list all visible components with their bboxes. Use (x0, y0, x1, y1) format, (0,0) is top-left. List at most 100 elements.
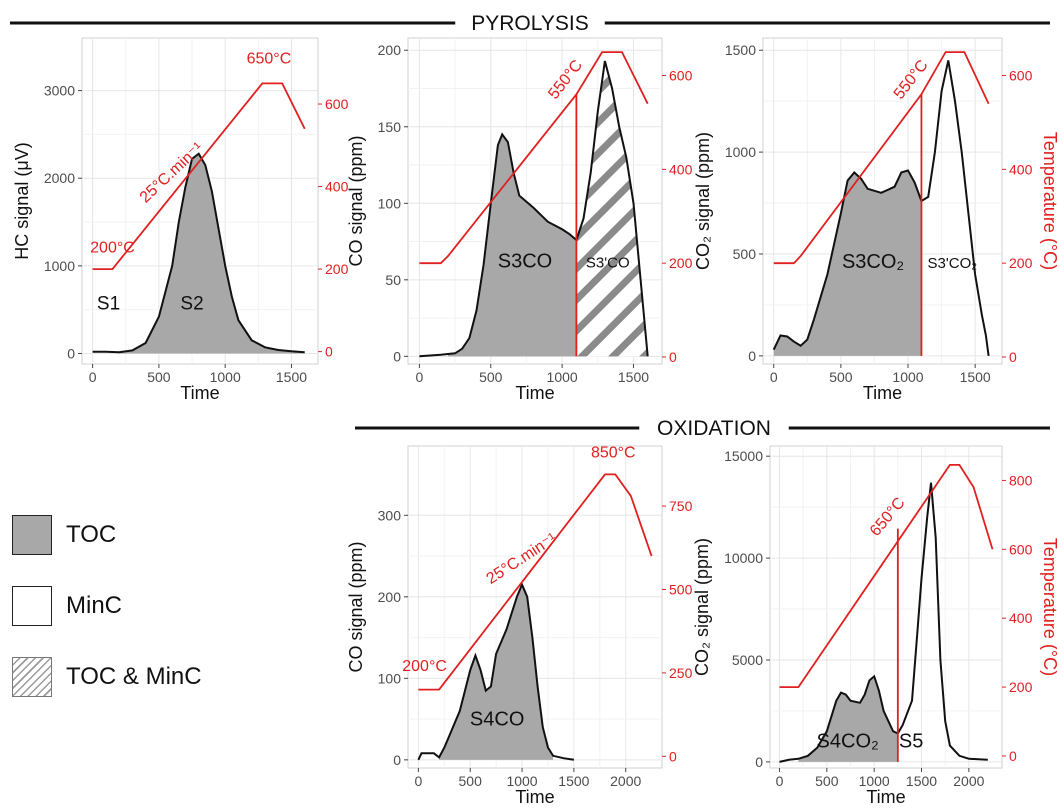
y-axis-label: CO signal (ppm) (346, 541, 366, 672)
chart-panel-1: 0 50 100 150 200 0 200 400 600 0 500 1000 1500 Time CO… (346, 37, 693, 403)
x-tick-label-0: 0 (416, 369, 424, 385)
y2-axis-label: Temperature (°C) (1040, 132, 1057, 270)
legend-item-toc: TOC (12, 515, 312, 557)
y2-tick-label-3: 600 (669, 68, 693, 84)
peak-label-0: S1 (97, 294, 120, 315)
y2-tick-label-2: 400 (1009, 161, 1033, 177)
y2-tick-label-0: 0 (1009, 349, 1017, 365)
y2-tick-label-2: 500 (669, 581, 693, 597)
signal-line (772, 60, 990, 357)
x-tick-label-0: 0 (89, 369, 97, 385)
peak-label-0: S4CO (470, 709, 524, 731)
peak-label-1: S2 (180, 294, 203, 315)
legend-swatch-minc (12, 586, 52, 626)
temperature-label-1: 650°C (247, 51, 292, 68)
peak-label-1: S3'CO₂ (928, 255, 978, 272)
chart-panel-0: 0 1000 2000 3000 0 200 400 600 0 500 1000 1500 Time H… (12, 37, 349, 403)
y-tick-label-3: 15000 (724, 448, 763, 464)
y2-tick-label-3: 750 (669, 498, 693, 514)
y-tick-label-1: 500 (733, 246, 757, 262)
x-tick-label-4: 2000 (953, 773, 984, 789)
legend-swatch-toc (12, 515, 52, 555)
y-tick-label-2: 2000 (44, 170, 75, 186)
x-tick-label-1: 500 (147, 369, 171, 385)
temperature-line (92, 82, 306, 270)
chart-panel-2: 0 500 1000 1500 0 200 400 600 0 500 1000 1500 Time CO… (693, 37, 1057, 403)
legend-label-minc: MinC (66, 592, 123, 619)
x-tick-label-0: 0 (414, 773, 422, 789)
x-tick-label-3: 1500 (618, 369, 649, 385)
y-axis-label: HC signal (μV) (12, 142, 32, 259)
y-tick-label-3: 300 (378, 507, 402, 523)
region-fill-0 (119, 153, 305, 354)
peak-label-1: S5 (899, 731, 923, 753)
temperature-label-1: 850°C (591, 445, 636, 462)
x-tick-label-2: 1000 (210, 369, 241, 385)
legend-item-toc-minc: TOC & MinC (12, 657, 312, 699)
temperature-label-0: 200°C (402, 658, 447, 675)
section-oxidation-title: OXIDATION (657, 417, 771, 440)
signal-line (419, 60, 649, 358)
y2-tick-label-3: 600 (1009, 541, 1033, 557)
x-axis-label: Time (515, 383, 554, 403)
y2-tick-label-1: 200 (669, 255, 693, 271)
x-tick-label-1: 500 (459, 773, 483, 789)
y-tick-label-3: 3000 (44, 83, 75, 99)
y-tick-label-1: 50 (385, 272, 401, 288)
x-tick-label-1: 500 (815, 773, 839, 789)
x-tick-label-2: 1000 (892, 369, 923, 385)
x-axis-label: Time (866, 787, 905, 807)
signal-line (779, 482, 988, 763)
y-tick-label-1: 1000 (44, 258, 75, 274)
x-tick-label-1: 500 (479, 369, 503, 385)
y-axis-label: CO₂ signal (ppm) (693, 132, 713, 270)
y2-tick-label-0: 0 (669, 349, 677, 365)
x-tick-label-3: 1500 (960, 369, 991, 385)
y-tick-label-0: 0 (393, 348, 401, 364)
y-axis-label: CO₂ signal (ppm) (692, 538, 712, 676)
x-tick-label-2: 1000 (859, 773, 890, 789)
region-hatch-1 (576, 61, 648, 357)
x-tick-label-3: 1500 (906, 773, 937, 789)
region-fill-0 (798, 676, 898, 762)
y-tick-label-0: 0 (755, 754, 763, 770)
temperature-line (779, 464, 994, 688)
y-tick-label-2: 200 (378, 589, 402, 605)
legend-label-toc-minc: TOC & MinC (66, 663, 202, 690)
chart-panel-3: 0 100 200 300 0 250 500 750 0 500 1000 1500 2000 Time… (346, 445, 693, 807)
x-tick-label-0: 0 (776, 773, 784, 789)
y-tick-label-0: 0 (67, 345, 75, 361)
chart-panel-4: 0 5000 10000 15000 0 200 400 600 800 0 500 1000 1500… (692, 445, 1057, 807)
x-tick-label-0: 0 (770, 369, 778, 385)
y-tick-label-1: 100 (378, 670, 402, 686)
y-tick-label-3: 150 (378, 119, 402, 135)
y2-tick-label-0: 0 (1009, 748, 1017, 764)
y2-tick-label-2: 400 (1009, 610, 1033, 626)
region-fill-0 (439, 584, 554, 760)
x-tick-label-3: 1500 (558, 773, 589, 789)
x-tick-label-2: 1000 (506, 773, 537, 789)
y2-tick-label-1: 250 (669, 665, 693, 681)
y-tick-label-1: 5000 (732, 652, 763, 668)
y-tick-label-3: 1500 (725, 42, 756, 58)
y2-tick-label-1: 200 (325, 261, 349, 277)
section-pyrolysis-title: PYROLYSIS (471, 12, 589, 35)
x-axis-label: Time (515, 787, 554, 807)
y2-tick-label-3: 600 (325, 96, 349, 112)
y-tick-label-2: 1000 (725, 144, 756, 160)
x-tick-label-4: 2000 (610, 773, 641, 789)
region-fill-0 (773, 170, 922, 356)
y-tick-label-0: 0 (393, 752, 401, 768)
y2-tick-label-2: 400 (325, 179, 349, 195)
y2-tick-label-2: 400 (669, 161, 693, 177)
peak-label-0: S4CO₂ (817, 731, 879, 753)
x-axis-label: Time (180, 383, 219, 403)
legend-item-minc: MinC (12, 586, 312, 628)
section-oxidation: OXIDATION (355, 417, 1050, 440)
y2-tick-label-1: 200 (1009, 255, 1033, 271)
x-axis-label: Time (863, 383, 902, 403)
legend-swatch-toc-minc (12, 657, 52, 697)
y2-tick-label-0: 0 (325, 344, 333, 360)
